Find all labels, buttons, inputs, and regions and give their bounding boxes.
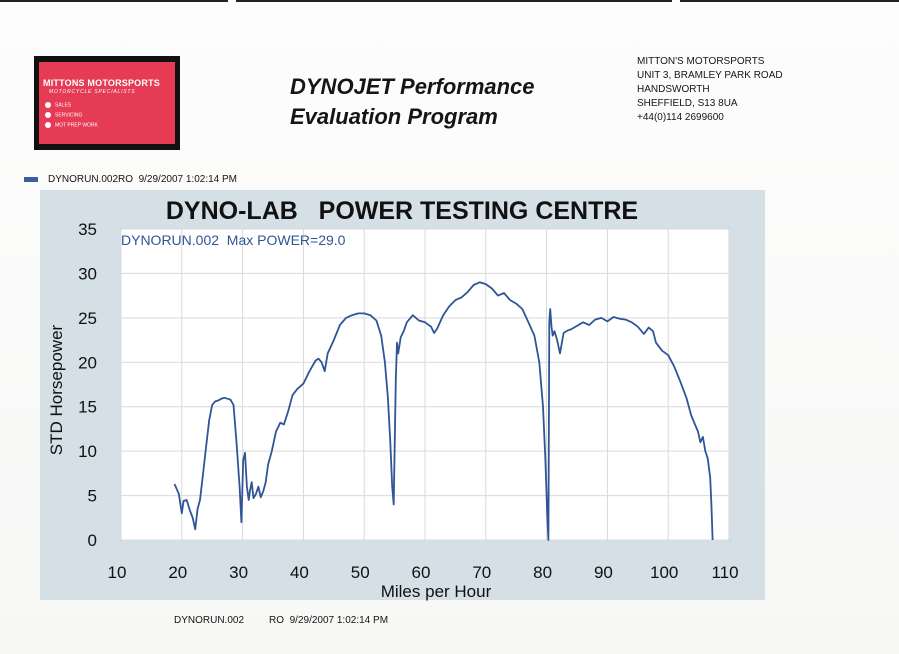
run-legend: DYNORUN.002RO 9/29/2007 1:02:14 PM xyxy=(24,174,237,185)
x-tick-label: 50 xyxy=(351,563,370,582)
y-tick-label: 35 xyxy=(78,220,97,239)
scan-edge-bar xyxy=(236,0,672,2)
y-tick-label: 20 xyxy=(78,353,97,372)
logo-item-label: SERVICING xyxy=(55,112,83,119)
legend-swatch-icon xyxy=(24,176,38,182)
footer-run: DYNORUN.002 xyxy=(174,615,245,626)
x-tick-label: 70 xyxy=(472,563,491,582)
x-tick-label: 60 xyxy=(412,563,431,582)
program-title: DYNOJET Performance Evaluation Program xyxy=(290,72,535,132)
x-tick-label: 10 xyxy=(108,563,127,582)
bullet-icon xyxy=(45,102,51,108)
x-tick-label: 90 xyxy=(594,563,613,582)
bullet-icon xyxy=(45,122,51,128)
logo-item-label: SALES xyxy=(55,102,72,109)
program-title-line1: DYNOJET Performance xyxy=(290,74,535,99)
logo-name: MITTONS MOTORSPORTS xyxy=(43,78,160,88)
x-tick-label: 80 xyxy=(533,563,552,582)
bullet-icon xyxy=(45,112,51,118)
address-block: MITTON'S MOTORSPORTS UNIT 3, BRAMLEY PAR… xyxy=(637,55,783,125)
x-tick-label: 100 xyxy=(650,563,678,582)
x-tick-label: 40 xyxy=(290,563,309,582)
run-footer: DYNORUN.002 RO 9/29/2007 1:02:14 PM xyxy=(174,615,388,626)
y-axis-label: STD Horsepower xyxy=(47,324,66,455)
address-line: HANDSWORTH xyxy=(637,84,710,95)
address-line: UNIT 3, BRAMLEY PARK ROAD xyxy=(637,70,783,81)
legend-date: 9/29/2007 1:02:14 PM xyxy=(138,174,238,185)
address-line: +44(0)114 2699600 xyxy=(637,112,724,123)
y-tick-label: 25 xyxy=(78,309,97,328)
y-tick-label: 10 xyxy=(78,442,97,461)
y-tick-label: 15 xyxy=(78,398,97,417)
logo-item-mot: MOT PREP WORK xyxy=(45,122,98,128)
y-tick-label: 5 xyxy=(88,487,97,506)
footer-date: 9/29/2007 1:02:14 PM xyxy=(289,615,389,626)
y-tick-label: 0 xyxy=(88,531,97,550)
horsepower-series-line xyxy=(173,281,714,541)
program-title-line2: Evaluation Program xyxy=(290,104,498,129)
company-logo: MITTONS MOTORSPORTS MOTORCYCLE SPECIALIS… xyxy=(34,56,180,150)
logo-panel: MITTONS MOTORSPORTS MOTORCYCLE SPECIALIS… xyxy=(39,62,175,144)
chart-title: DYNO-LAB POWER TESTING CENTRE xyxy=(166,197,638,225)
legend-run: DYNORUN.002RO xyxy=(48,174,134,185)
logo-item-sales: SALES xyxy=(45,102,71,108)
address-line: SHEFFIELD, S13 8UA xyxy=(637,98,738,109)
max-power-annotation: DYNORUN.002 Max POWER=29.0 xyxy=(121,232,346,248)
address-line: MITTON'S MOTORSPORTS xyxy=(637,56,765,67)
x-tick-label: 20 xyxy=(168,563,187,582)
logo-tagline: MOTORCYCLE SPECIALISTS xyxy=(49,89,136,95)
x-axis-label: Miles per Hour xyxy=(381,582,492,601)
x-tick-label: 30 xyxy=(229,563,248,582)
scan-edge-bar xyxy=(680,0,899,2)
logo-item-servicing: SERVICING xyxy=(45,112,82,118)
footer-code: RO xyxy=(269,615,285,626)
scan-edge-bar xyxy=(0,0,228,2)
logo-item-label: MOT PREP WORK xyxy=(55,122,98,129)
y-tick-label: 30 xyxy=(78,264,97,283)
x-tick-label: 110 xyxy=(711,563,738,582)
